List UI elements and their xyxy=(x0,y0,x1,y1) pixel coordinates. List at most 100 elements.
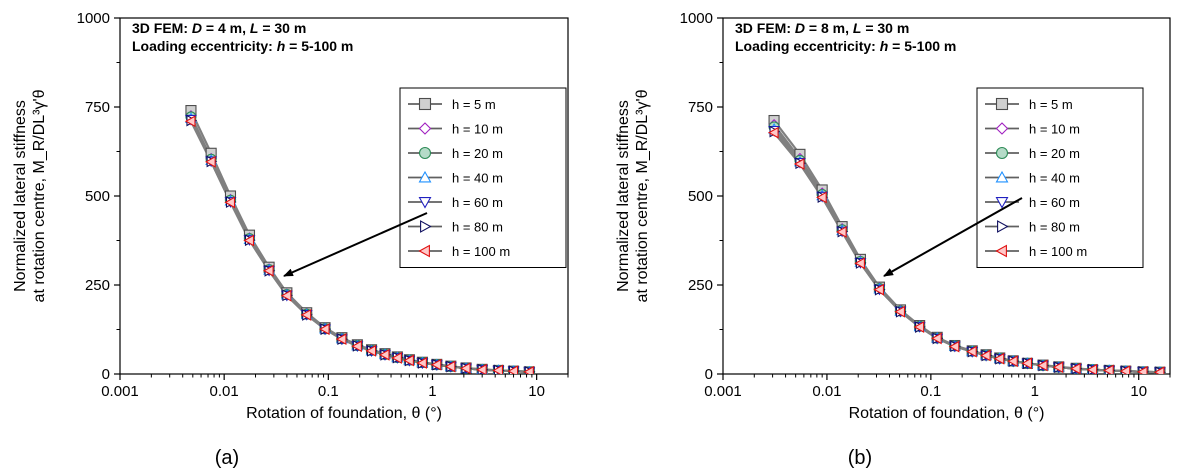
data-point xyxy=(507,365,519,374)
panel-label: (b) xyxy=(848,447,872,469)
legend-marker xyxy=(995,197,1009,209)
annotation-part: h xyxy=(880,38,889,54)
annotation-part: = 5-100 m xyxy=(888,38,956,54)
legend-marker xyxy=(418,244,430,258)
data-point xyxy=(1103,364,1114,374)
series-group xyxy=(767,114,1167,374)
legend-label: h = 60 m xyxy=(1029,195,1080,210)
legend: h = 5 m h = 10 m h = 20 m h = 40 m h = 60 m h… xyxy=(976,87,1144,268)
annotation-part: D xyxy=(795,20,805,36)
y-tick-label: 500 xyxy=(85,188,110,205)
annotation-part: = 4 m, xyxy=(202,20,250,36)
legend-marker xyxy=(995,170,1009,183)
y-tick-label: 0 xyxy=(705,366,713,383)
legend-label: h = 100 m xyxy=(1029,244,1087,259)
data-point xyxy=(476,363,487,374)
data-point xyxy=(948,340,960,353)
data-point xyxy=(854,257,865,270)
data-point xyxy=(979,349,991,362)
y-axis-label-line2: at rotation centre, M_R/DL³γ'θ xyxy=(634,89,651,302)
data-point xyxy=(894,305,906,318)
x-tick-label: 1 xyxy=(428,383,436,400)
annotation-annotation_line1: 3D FEM: D = 8 m, L = 30 m xyxy=(735,20,909,36)
series-group xyxy=(184,105,536,374)
annotation-annotation_line2: Loading eccentricity: h = 5-100 m xyxy=(735,38,956,54)
data-point xyxy=(1021,357,1033,370)
x-axis-label: Rotation of foundation, θ (°) xyxy=(246,405,442,422)
data-point xyxy=(1036,359,1048,372)
annotation-arrow xyxy=(283,212,428,277)
legend-marker xyxy=(418,122,432,135)
data-point xyxy=(1052,361,1064,374)
legend-label: h = 80 m xyxy=(1029,220,1080,235)
data-point xyxy=(351,340,362,353)
x-axis-label: Rotation of foundation, θ (°) xyxy=(849,405,1045,422)
data-point xyxy=(1007,355,1018,368)
y-tick-label: 500 xyxy=(688,188,713,205)
y-tick-label: 0 xyxy=(102,366,110,383)
x-tick-label: 0.1 xyxy=(318,383,339,400)
annotation-annotation_line2: Loading eccentricity: h = 5-100 m xyxy=(132,38,353,54)
legend-label: h = 40 m xyxy=(452,171,503,186)
data-point xyxy=(492,364,504,374)
y-tick-label: 1000 xyxy=(680,10,713,27)
legend-marker xyxy=(995,122,1009,135)
legend-label: h = 80 m xyxy=(452,220,503,235)
y-axis-label-line2: at rotation centre, M_R/DL³γ'θ xyxy=(31,89,48,302)
annotation-part: L xyxy=(853,20,862,36)
annotation-part: 3D FEM: xyxy=(132,20,192,36)
y-tick-label: 1000 xyxy=(77,10,110,27)
legend-label: h = 60 m xyxy=(452,195,503,210)
legend: h = 5 m h = 10 m h = 20 m h = 40 m h = 60 m h… xyxy=(399,87,567,268)
x-tick-label: 0.001 xyxy=(704,383,742,400)
x-tick-label: 10 xyxy=(528,383,545,400)
data-point xyxy=(262,264,274,277)
chart-panel-a: 0.001 0.01 0.1 1 10 0 250 500 750 1000 Rotation of… xyxy=(12,10,569,469)
x-tick-label: 0.01 xyxy=(210,383,239,400)
data-point xyxy=(835,226,847,238)
y-tick-label: 750 xyxy=(688,99,713,116)
y-axis-label-line1: Normalized lateral stiffness xyxy=(12,100,29,292)
x-tick-label: 0.1 xyxy=(920,383,941,400)
legend-marker xyxy=(418,146,432,160)
legend-marker xyxy=(995,146,1009,160)
legend-marker xyxy=(418,97,432,111)
legend-label: h = 10 m xyxy=(1029,122,1080,137)
annotation-part: = 30 m xyxy=(258,20,306,36)
data-point xyxy=(300,308,312,321)
data-point xyxy=(913,321,925,333)
x-tick-label: 0.001 xyxy=(101,383,139,400)
legend-marker xyxy=(420,220,432,233)
annotation-part: Loading eccentricity: xyxy=(132,38,277,54)
x-tick-label: 0.01 xyxy=(812,383,841,400)
series-line-6 xyxy=(189,120,530,373)
y-tick-label: 750 xyxy=(85,99,110,116)
data-point xyxy=(224,196,236,209)
data-point xyxy=(873,283,884,296)
data-point xyxy=(365,344,377,357)
data-point xyxy=(318,323,330,336)
data-point xyxy=(966,345,977,358)
data-point xyxy=(459,362,471,374)
legend-label: h = 20 m xyxy=(452,146,503,161)
data-point xyxy=(378,348,390,361)
data-point xyxy=(335,333,347,346)
annotation-part: Loading eccentricity: xyxy=(735,38,880,54)
data-point xyxy=(1119,365,1131,374)
data-point xyxy=(523,365,534,374)
data-point xyxy=(767,126,779,139)
legend-label: h = 100 m xyxy=(452,244,510,259)
legend-marker xyxy=(995,97,1009,111)
data-point xyxy=(416,357,427,369)
annotation-part: L xyxy=(250,20,259,36)
data-point xyxy=(403,354,414,367)
legend-label: h = 40 m xyxy=(1029,171,1080,186)
x-tick-label: 1 xyxy=(1031,383,1039,400)
data-point xyxy=(793,158,805,170)
panel-label: (a) xyxy=(215,447,239,469)
legend-marker xyxy=(997,220,1009,233)
data-point xyxy=(205,155,216,168)
chart-panel-b: 0.001 0.01 0.1 1 10 0 250 500 750 1000 Rotation of… xyxy=(615,10,1171,469)
legend-label: h = 10 m xyxy=(452,122,503,137)
